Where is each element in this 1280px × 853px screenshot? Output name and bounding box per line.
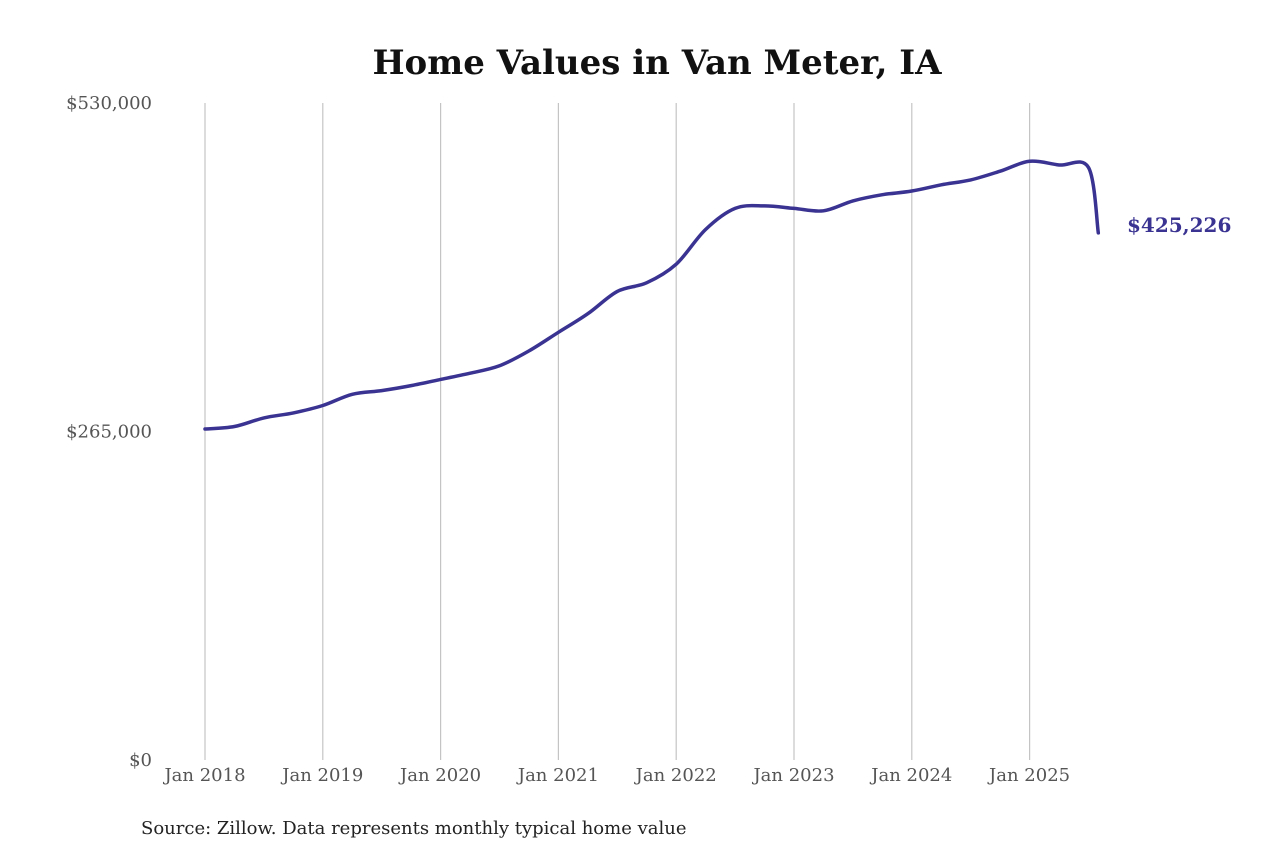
x-tick-label: Jan 2022: [634, 765, 717, 786]
chart-title: Home Values in Van Meter, IA: [372, 43, 942, 83]
x-tick-label: Jan 2024: [869, 765, 952, 786]
y-tick-label: $530,000: [66, 93, 152, 114]
y-tick-label: $0: [129, 750, 152, 771]
y-axis-ticks: $0 $265,000 $530,000: [66, 93, 152, 771]
x-axis-ticks: Jan 2018 Jan 2019 Jan 2020 Jan 2021 Jan 2022…: [162, 765, 1070, 786]
y-tick-label: $265,000: [66, 422, 152, 443]
x-tick-label: Jan 2023: [751, 765, 834, 786]
home-value-line: [203, 159, 1101, 431]
x-tick-label: Jan 2020: [398, 765, 481, 786]
x-tick-label: Jan 2018: [162, 765, 245, 786]
x-tick-label: Jan 2019: [280, 765, 363, 786]
source-note: Source: Zillow. Data represents monthly …: [141, 818, 687, 839]
x-tick-label: Jan 2021: [516, 765, 599, 786]
latest-value-label: $425,226: [1127, 213, 1231, 237]
x-tick-label: Jan 2025: [987, 765, 1070, 786]
gridlines: [204, 103, 1031, 760]
